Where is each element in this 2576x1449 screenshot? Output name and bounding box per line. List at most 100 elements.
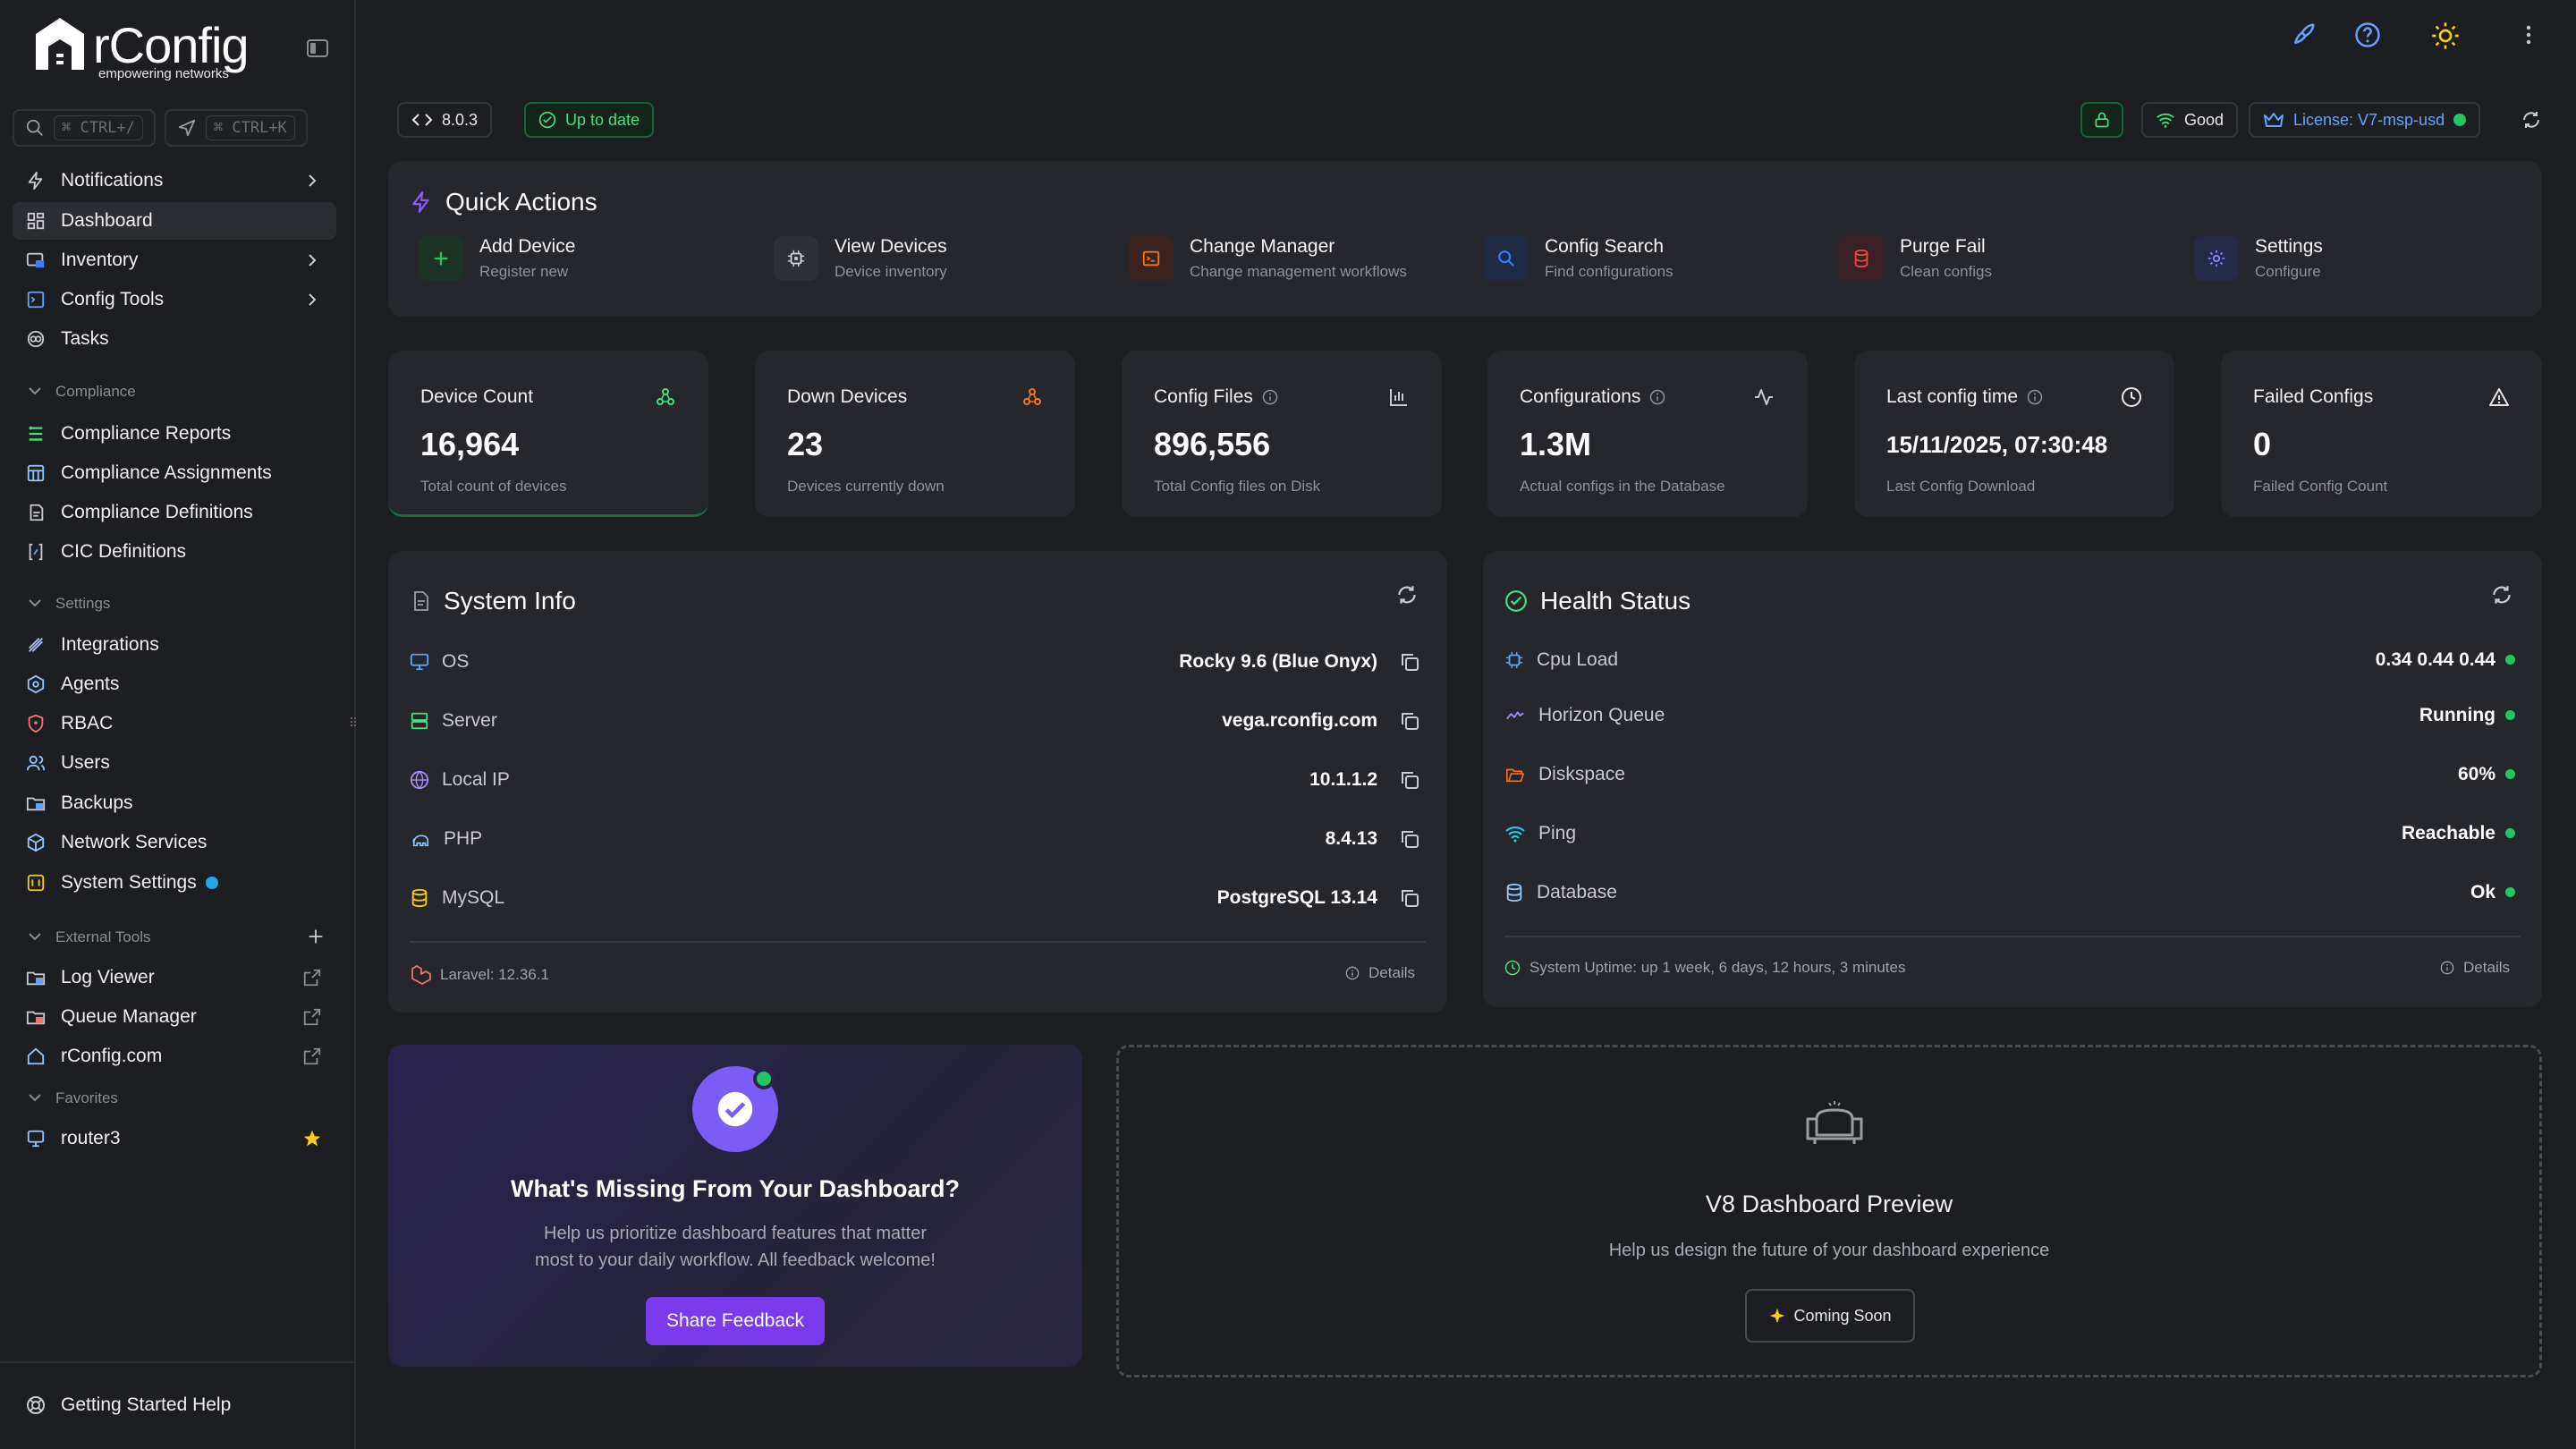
sidebar-item-queue-manager[interactable]: Queue Manager: [13, 998, 336, 1036]
info-icon: [2440, 961, 2454, 975]
getting-started-help[interactable]: Getting Started Help: [13, 1386, 336, 1424]
quick-action-purge-fail[interactable]: Purge Fail Clean configs: [1839, 236, 1992, 281]
sidebar-item-cic-definitions[interactable]: CIC Definitions: [13, 533, 336, 571]
sidebar-item-config-tools[interactable]: Config Tools: [13, 281, 336, 318]
version-badge[interactable]: 8.0.3: [397, 102, 493, 138]
sidebar-item-agents[interactable]: Agents: [13, 665, 336, 703]
help-icon[interactable]: [2354, 21, 2381, 48]
lock-badge[interactable]: [2080, 102, 2123, 138]
network-nodes-icon: [655, 386, 676, 408]
main-content: 8.0.3 Up to date Good License: V7-msp-us…: [356, 0, 2576, 1449]
refresh-icon[interactable]: [2490, 583, 2513, 606]
sidebar-item-compliance-reports[interactable]: Compliance Reports: [13, 415, 336, 453]
warning-icon: [2488, 386, 2510, 408]
quick-action-view-devices[interactable]: View Devices Device inventory: [774, 236, 947, 281]
sidebar-collapse-icon[interactable]: [306, 38, 329, 59]
sidebar-item-notifications[interactable]: Notifications: [13, 162, 336, 199]
signal-label: Good: [2184, 110, 2224, 129]
sidebar-item-router3[interactable]: router3: [13, 1120, 336, 1157]
resize-handle[interactable]: ⠿: [349, 716, 359, 730]
report-icon: [23, 424, 48, 444]
server-icon: [23, 250, 48, 270]
search-box[interactable]: ⌘ CTRL+/: [13, 109, 156, 147]
health-row-diskspace: Diskspace 60%: [1504, 757, 2515, 792]
sparkle-icon: [1770, 1308, 1785, 1324]
copy-icon[interactable]: [1399, 887, 1420, 909]
update-status-badge[interactable]: Up to date: [524, 102, 655, 138]
users-icon: [23, 753, 48, 773]
sidebar-item-compliance-definitions[interactable]: Compliance Definitions: [13, 494, 336, 531]
quick-action-change-manager[interactable]: Change Manager Change management workflow…: [1129, 236, 1407, 281]
divider: [410, 941, 1426, 943]
health-row-horizon-queue: Horizon Queue Running: [1504, 698, 2515, 733]
star-icon[interactable]: [302, 1129, 322, 1148]
details-link[interactable]: Details: [2440, 959, 2510, 977]
stat-card-config-files[interactable]: Config Files 896,556 Total Config files …: [1122, 351, 1442, 517]
sidebar-item-rbac[interactable]: RBAC: [13, 705, 336, 742]
sidebar-item-log-viewer[interactable]: Log Viewer: [13, 959, 336, 996]
share-feedback-button[interactable]: Share Feedback: [646, 1297, 825, 1345]
sidebar-item-users[interactable]: Users: [13, 744, 336, 782]
stat-card-failed-configs[interactable]: Failed Configs 0 Failed Config Count: [2221, 351, 2542, 517]
stat-card-device-count[interactable]: Device Count 16,964 Total count of devic…: [388, 351, 708, 517]
feedback-title: What's Missing From Your Dashboard?: [511, 1175, 960, 1202]
sidebar-item-backups[interactable]: Backups: [13, 784, 336, 822]
stat-value: 0: [2253, 426, 2272, 462]
copy-icon[interactable]: [1399, 828, 1420, 850]
sidebar-item-system-settings[interactable]: System Settings: [13, 864, 336, 902]
refresh-icon[interactable]: [1395, 583, 1419, 606]
chip-icon: [774, 236, 818, 281]
feedback-card: What's Missing From Your Dashboard? Help…: [388, 1045, 1082, 1367]
stat-card-configurations[interactable]: Configurations 1.3M Actual configs in th…: [1487, 351, 1808, 517]
feedback-line1: Help us prioritize dashboard features th…: [544, 1224, 927, 1243]
row-label: Diskspace: [1538, 764, 1625, 784]
sidebar-item-inventory[interactable]: Inventory: [13, 242, 336, 279]
laravel-icon: [411, 965, 431, 985]
definitions-icon: [23, 503, 48, 522]
rocket-icon[interactable]: [2290, 21, 2317, 48]
compliance-section-header[interactable]: Compliance: [27, 383, 136, 401]
sidebar-item-label: Queue Manager: [61, 1006, 197, 1027]
external-tools-section-header[interactable]: External Tools: [27, 928, 331, 946]
network-nodes-icon: [1021, 386, 1043, 408]
row-label: PHP: [444, 828, 483, 849]
copy-icon[interactable]: [1399, 651, 1420, 673]
sidebar-item-label: Dashboard: [61, 210, 153, 231]
copy-icon[interactable]: [1399, 769, 1420, 791]
wifi-icon: [1505, 826, 1525, 843]
sidebar-item-dashboard[interactable]: Dashboard: [13, 202, 336, 240]
sidebar-item-rconfig-com[interactable]: rConfig.com: [13, 1038, 336, 1075]
activity-icon: [1752, 386, 1775, 408]
sidebar-item-tasks[interactable]: Tasks: [13, 320, 336, 358]
sun-icon[interactable]: [2431, 21, 2460, 50]
signal-badge[interactable]: Good: [2141, 102, 2239, 138]
stat-card-down-devices[interactable]: Down Devices 23 Devices currently down: [755, 351, 1075, 517]
logo[interactable]: rConfig: [32, 16, 250, 75]
row-value: vega.rconfig.com: [1222, 710, 1377, 731]
settings-section-header[interactable]: Settings: [27, 595, 110, 613]
quick-action-add-device[interactable]: Add Device Register new: [419, 236, 575, 281]
code-icon: [411, 114, 433, 126]
license-badge[interactable]: License: V7-msp-usd: [2249, 102, 2481, 138]
external-link-icon: [302, 1007, 322, 1027]
sidebar-item-integrations[interactable]: Integrations: [13, 626, 336, 664]
refresh-icon[interactable]: [2521, 109, 2542, 131]
v8-title: V8 Dashboard Preview: [1705, 1191, 1953, 1217]
stat-card-last-config-time[interactable]: Last config time 15/11/2025, 07:30:48 La…: [1854, 351, 2174, 517]
quick-action-config-search[interactable]: Config Search Find configurations: [1484, 236, 1674, 281]
command-box[interactable]: ⌘ CTRL+K: [164, 109, 308, 147]
details-link[interactable]: Details: [1345, 964, 1415, 982]
coming-soon-button[interactable]: Coming Soon: [1745, 1289, 1915, 1343]
favorites-section-header[interactable]: Favorites: [27, 1089, 118, 1107]
more-vertical-icon[interactable]: [2524, 21, 2533, 48]
quick-action-settings[interactable]: Settings Configure: [2194, 236, 2323, 281]
sidebar-item-compliance-assignments[interactable]: Compliance Assignments: [13, 454, 336, 492]
row-label: Server: [442, 710, 497, 731]
assignment-icon: [23, 463, 48, 483]
copy-icon[interactable]: [1399, 710, 1420, 732]
bar-chart-icon: [1388, 386, 1410, 408]
add-external-tool-icon[interactable]: [306, 927, 326, 946]
sidebar-item-network-services[interactable]: Network Services: [13, 824, 336, 861]
section-label: External Tools: [55, 928, 151, 945]
sidebar-item-label: Log Viewer: [61, 967, 155, 987]
